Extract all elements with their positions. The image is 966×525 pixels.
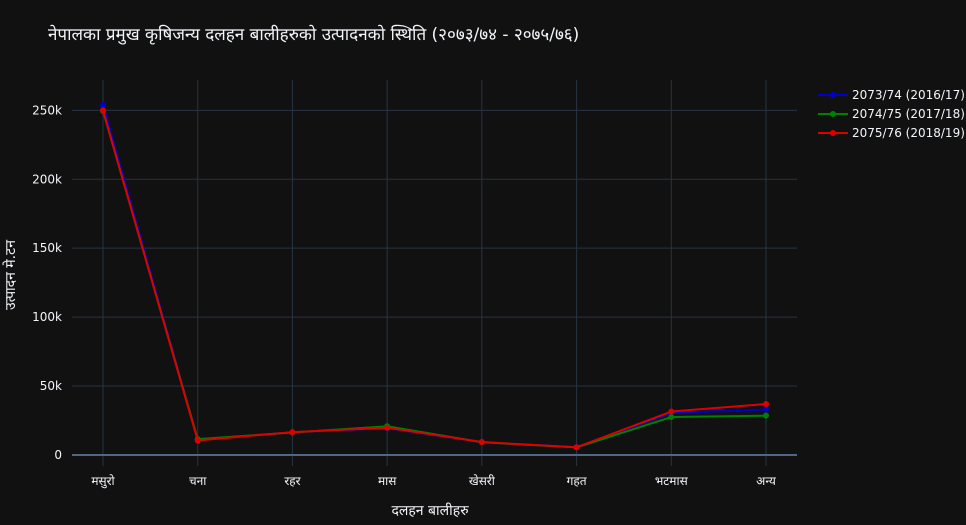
y-tick-label: 150k [32,241,62,255]
legend-item-label[interactable]: 2075/76 (2018/19) [852,126,965,140]
x-tick-label: अन्य [756,474,777,488]
legend-swatch-marker [830,130,836,136]
data-point[interactable] [668,414,675,421]
x-axis-ticks: मसुरो चना रहर मास खेसरी गहत भटमास अन्य [91,474,777,489]
data-point[interactable] [100,107,106,114]
data-point[interactable] [573,444,580,451]
data-point[interactable] [194,437,201,444]
legend-swatch-marker [830,92,836,98]
y-tick-label: 200k [32,172,62,186]
x-tick-label: मास [378,474,397,488]
x-tick-label: चना [189,474,207,488]
data-point[interactable] [763,412,769,419]
data-point[interactable] [289,429,296,436]
series-line [102,104,767,449]
y-tick-label: 100k [32,310,62,324]
y-tick-label: 0 [54,448,62,462]
series-line [102,110,767,449]
y-tick-label: 250k [32,103,62,117]
data-point[interactable] [668,408,675,415]
data-point[interactable] [384,424,391,431]
x-tick-label: गहत [567,474,588,488]
x-tick-label: भटमास [655,474,689,488]
x-tick-label: रहर [284,474,301,488]
series-lines [100,101,769,451]
legend: 2073/74 (2016/17) 2074/75 (2017/18) 2075/7… [818,88,965,140]
y-axis-title: उत्पादन मे.टन [2,240,19,310]
data-point[interactable] [763,406,769,413]
data-point[interactable] [478,439,485,446]
legend-item-label[interactable]: 2073/74 (2016/17) [852,88,965,102]
data-point[interactable] [763,400,769,407]
y-tick-label: 50k [40,379,62,393]
series-line [102,110,767,449]
x-tick-label: मसुरो [91,474,115,489]
y-axis-ticks: 0 50k 100k 150k 200k 250k [32,103,62,462]
chart-title: नेपालका प्रमुख कृषिजन्य दलहन बालीहरुको उ… [48,24,579,45]
data-point[interactable] [100,101,106,108]
x-tick-label: खेसरी [469,474,496,488]
x-axis-title: दलहन बालीहरु [391,502,469,519]
legend-item-label[interactable]: 2074/75 (2017/18) [852,107,965,121]
legend-swatch-marker [830,111,836,117]
grid [72,80,797,466]
